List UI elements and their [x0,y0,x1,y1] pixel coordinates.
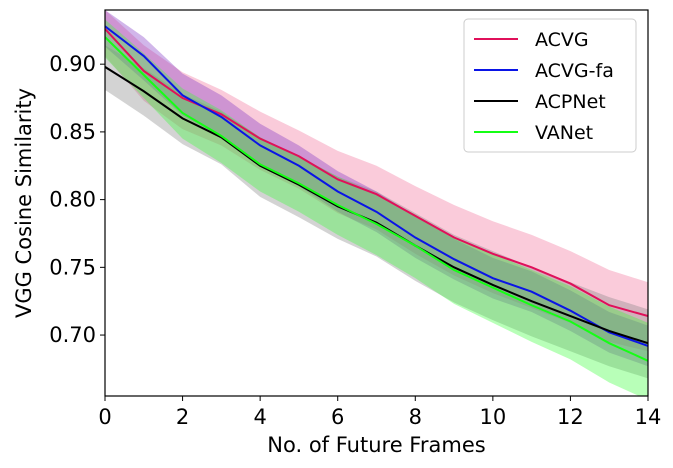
x-tick-label: 2 [176,405,189,429]
x-tick-label: 12 [557,405,584,429]
line-acvg-fa [105,25,648,347]
x-tick-label: 8 [409,405,422,429]
x-axis-label: No. of Future Frames [267,433,485,457]
band-acvg [105,10,648,352]
legend-label-vanet: VANet [535,122,593,144]
legend-label-acpnet: ACPNet [535,91,606,113]
x-tick-label: 0 [98,405,111,429]
x-tick-label: 6 [331,405,344,429]
legend: ACVG ACVG-fa ACPNet VANet [463,18,637,153]
y-tick-label: 0.90 [49,52,96,76]
legend-box [463,18,637,153]
y-axis-label: VGG Cosine Similarity [12,88,36,318]
x-tick-label: 4 [253,405,266,429]
legend-label-acvg: ACVG [535,29,589,51]
y-tick-label: 0.75 [49,255,96,279]
band-vanet [105,19,648,396]
y-axis-ticks: 0.70 0.75 0.80 0.85 0.90 [49,52,105,347]
y-tick-label: 0.80 [49,188,96,212]
x-tick-label: 14 [635,405,662,429]
y-tick-label: 0.85 [49,120,96,144]
legend-label-acvg-fa: ACVG-fa [535,60,614,82]
series-lines [105,25,648,362]
line-vanet [105,36,648,362]
y-tick-label: 0.70 [49,323,96,347]
line-acpnet [105,66,648,345]
x-tick-label: 10 [479,405,506,429]
band-acvg-fa [105,10,648,367]
plot-area-frame [104,9,649,397]
x-axis-ticks: 0 2 4 6 8 10 12 14 [98,396,661,429]
